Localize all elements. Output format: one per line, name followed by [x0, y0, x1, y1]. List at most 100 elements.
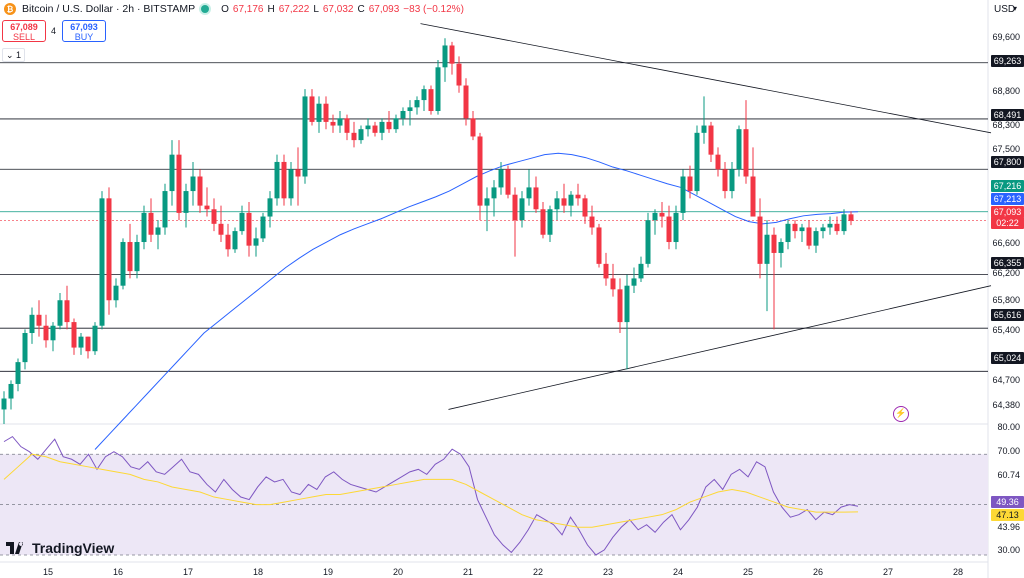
candle: [750, 176, 756, 217]
date-tick: 27: [882, 567, 894, 577]
candle: [274, 161, 280, 199]
candle: [764, 234, 770, 264]
low-label: L: [313, 3, 319, 15]
candle: [603, 263, 609, 279]
candle: [232, 231, 238, 250]
candle: [792, 223, 798, 232]
rsi-signal-badge: 47.13: [991, 509, 1024, 521]
buy-price: 67,093: [70, 22, 98, 32]
price-tick: 68,300: [992, 120, 1020, 130]
candle: [463, 85, 469, 119]
candle: [407, 107, 413, 111]
candle: [57, 300, 63, 326]
change-value: −83 (−0.12%): [403, 3, 464, 15]
price-tick: 65,400: [992, 325, 1020, 335]
candle: [127, 242, 133, 272]
currency-selector[interactable]: USD: [994, 4, 1016, 15]
rsi-tick: 43.96: [997, 522, 1020, 532]
close-label: C: [357, 3, 365, 15]
date-tick: 21: [462, 567, 474, 577]
open-label: O: [221, 3, 229, 15]
market-open-icon: [201, 5, 210, 13]
close-value: 67,093: [368, 3, 400, 15]
candle: [708, 125, 714, 155]
candle: [22, 333, 28, 363]
candle: [218, 223, 224, 235]
date-tick: 28: [952, 567, 964, 577]
candle: [351, 132, 357, 141]
price-tick: 67,500: [992, 144, 1020, 154]
resistance-trendline: [420, 23, 992, 134]
candle: [442, 45, 448, 68]
price-axis[interactable]: 69,600 68,800 68,300 67,500 66,600 66,20…: [988, 0, 1024, 578]
candle: [302, 96, 308, 177]
level-badge: 65,024: [991, 352, 1024, 364]
collapse-toggle[interactable]: ⌄ 1: [2, 48, 26, 62]
candle: [141, 212, 147, 243]
candle: [470, 118, 476, 137]
candle: [386, 121, 392, 130]
candle: [771, 234, 777, 253]
candle: [757, 216, 763, 264]
rsi-badge: 49.36: [991, 496, 1024, 508]
candle: [715, 154, 721, 170]
candle: [477, 136, 483, 206]
candle: [561, 198, 567, 206]
candle: [673, 212, 679, 243]
candle: [99, 198, 105, 326]
candle: [85, 336, 91, 352]
candle: [645, 220, 651, 264]
ma-badge: 67,216: [991, 180, 1024, 192]
candle: [372, 125, 378, 133]
candle: [29, 314, 35, 334]
rsi-line: [3, 435, 859, 556]
candle: [694, 132, 700, 192]
high-label: H: [267, 3, 275, 15]
rsi-signal-line: [3, 453, 859, 528]
tradingview-logo[interactable]: TradingView: [6, 540, 114, 556]
candle: [526, 187, 532, 199]
date-tick: 16: [112, 567, 124, 577]
date-tick: 15: [42, 567, 54, 577]
symbol-title[interactable]: Bitcoin / U.S. Dollar · 2h · BITSTAMP: [22, 3, 196, 15]
candle: [435, 67, 441, 111]
candle: [379, 121, 385, 133]
price-tick: 66,600: [992, 238, 1020, 248]
candle: [316, 103, 322, 122]
candle: [806, 227, 812, 246]
candle: [344, 118, 350, 133]
candle: [722, 169, 728, 192]
candle: [358, 129, 364, 141]
candle: [554, 198, 560, 210]
date-tick: 18: [252, 567, 264, 577]
candle: [43, 325, 49, 341]
date-tick: 20: [392, 567, 404, 577]
date-tick: 23: [602, 567, 614, 577]
sell-button[interactable]: 67,089 SELL: [2, 20, 46, 42]
countdown-badge: 02:22: [991, 217, 1024, 229]
candle: [225, 234, 231, 250]
candle: [512, 194, 518, 221]
candle: [778, 242, 784, 253]
lightning-icon[interactable]: ⚡: [893, 406, 909, 422]
candle: [148, 212, 154, 235]
candle: [666, 216, 672, 243]
candle: [785, 223, 791, 243]
buy-button[interactable]: 67,093 BUY: [62, 20, 106, 42]
candle: [421, 89, 427, 101]
level-badge: 66,355: [991, 257, 1024, 269]
candle: [813, 231, 819, 246]
candle: [162, 191, 168, 228]
candle: [71, 322, 77, 348]
candle: [78, 336, 84, 348]
level-badge: 67,800: [991, 156, 1024, 168]
candle: [113, 285, 119, 301]
candle: [92, 325, 98, 352]
candle: [267, 198, 273, 217]
legend-bar: ₿ Bitcoin / U.S. Dollar · 2h · BITSTAMP …: [0, 0, 464, 18]
candle: [610, 278, 616, 290]
candle: [288, 169, 294, 199]
chevron-down-icon[interactable]: ▾: [1013, 4, 1018, 13]
rsi-tick: 60.74: [997, 470, 1020, 480]
